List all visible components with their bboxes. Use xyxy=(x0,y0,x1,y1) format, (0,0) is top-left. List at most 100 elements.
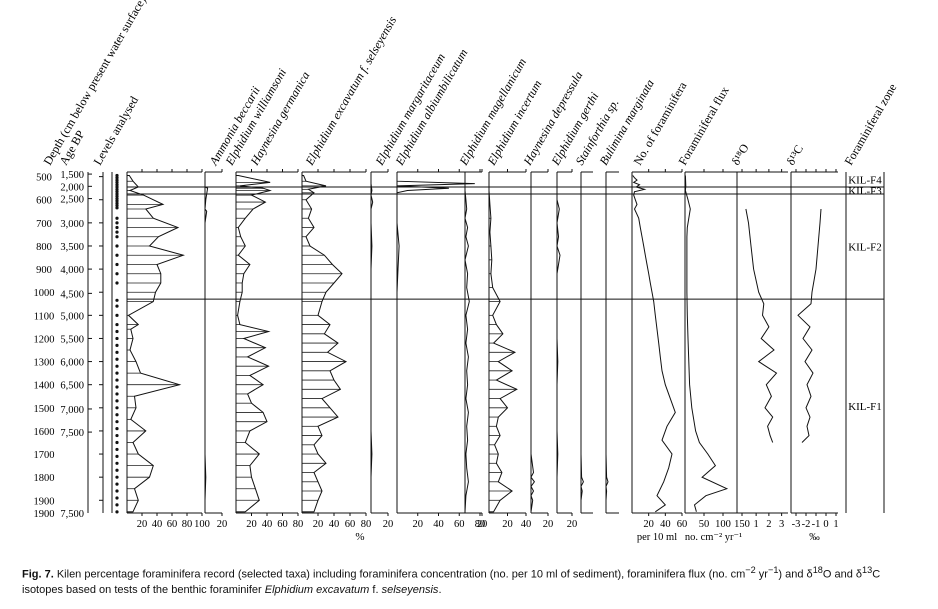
caption-text-5: C isotopes based on tests of the benthic… xyxy=(22,568,881,596)
level-dot xyxy=(115,322,119,327)
level-dot xyxy=(115,187,119,191)
zone-label: KIL-F1 xyxy=(848,401,882,413)
level-dot xyxy=(115,313,119,317)
level-dot xyxy=(115,447,119,452)
depth-tick-label: 500 xyxy=(36,173,52,184)
level-dot xyxy=(115,343,119,347)
level-dot xyxy=(115,225,119,230)
caption-text-7: . xyxy=(438,583,442,596)
depth-tick-label: 1500 xyxy=(34,404,55,415)
level-dot xyxy=(115,510,119,514)
level-dot xyxy=(115,216,119,220)
panel-tick-label: 1 xyxy=(833,519,838,530)
level-dot xyxy=(115,440,119,445)
depth-tick-label: 1900 xyxy=(34,496,55,507)
depth-tick-label: 900 xyxy=(36,265,52,276)
panel-6: 20 40 60 80 xyxy=(396,169,486,530)
level-dot xyxy=(115,378,119,382)
caption-text-2: yr xyxy=(755,568,768,581)
panel-tick-label: 80 xyxy=(182,519,193,530)
age-tick-label: 7,500 xyxy=(60,428,84,439)
level-dot xyxy=(115,371,119,375)
level-dot xyxy=(115,190,119,194)
panel-14: 50 100 150 no. cm⁻² yr⁻¹ xyxy=(684,169,750,543)
depth-axis-label: Depth (cm below present water surface) xyxy=(40,0,148,167)
panel-1: 20 40 60 80 100 xyxy=(126,169,210,530)
panel-unit-label: no. cm⁻² yr⁻¹ xyxy=(685,532,742,543)
panel-tick-label: 20 xyxy=(543,519,554,530)
zone-axis-label: Foraminiferal zone xyxy=(841,81,899,167)
level-dot xyxy=(115,221,119,225)
caption-text-3: ) and δ xyxy=(778,568,813,581)
level-dot xyxy=(115,244,119,248)
panel-tick-label: 20 xyxy=(567,519,578,530)
series-curve xyxy=(204,175,209,512)
panel-tick-label: 20 xyxy=(313,519,324,530)
age-tick-label: 4,500 xyxy=(60,289,84,300)
level-dot xyxy=(115,392,119,396)
panel-tick-label: 0 xyxy=(823,519,828,530)
depth-tick-label: 1100 xyxy=(34,311,55,322)
depth-tick-label: 1400 xyxy=(34,381,55,392)
panel-tick-label: 20 xyxy=(413,519,424,530)
panel-tick-label: 100 xyxy=(194,519,210,530)
level-dot xyxy=(115,406,119,410)
panel-tick-label: 40 xyxy=(521,519,532,530)
level-dot xyxy=(115,496,119,500)
panel-title: δ¹⁸O xyxy=(728,141,751,167)
level-dot xyxy=(115,235,119,239)
level-dot xyxy=(115,413,119,417)
panel-tick-label: 20 xyxy=(643,519,654,530)
panel-12 xyxy=(605,171,619,514)
series-curve xyxy=(235,174,272,513)
panel-tick-label: 80 xyxy=(475,519,486,530)
level-dot xyxy=(115,253,119,257)
panel-tick-label: -3 xyxy=(792,519,801,530)
level-dot xyxy=(115,420,119,424)
level-dot xyxy=(115,201,119,205)
age-tick-label: 7,000 xyxy=(60,405,84,416)
level-dot xyxy=(115,281,119,285)
level-dot xyxy=(115,185,119,189)
panel-tick-label: 20 xyxy=(246,519,257,530)
panel-tick-label: 40 xyxy=(152,519,163,530)
levels-analysed xyxy=(111,172,119,514)
level-dot xyxy=(115,183,119,187)
age-tick-label: 6,000 xyxy=(60,358,84,369)
panel-11 xyxy=(580,171,593,514)
series-curve xyxy=(464,175,470,512)
panel-9: 20 xyxy=(530,169,554,530)
panel-tick-label: 20 xyxy=(137,519,148,530)
series-curve xyxy=(797,208,822,443)
panel-tick-label: 1 xyxy=(754,519,759,530)
depth-tick-label: 1800 xyxy=(34,473,55,484)
depth-tick-label: 1600 xyxy=(34,427,55,438)
level-dot xyxy=(115,203,119,208)
level-dot xyxy=(115,206,119,210)
series-curve xyxy=(370,175,374,512)
level-dot xyxy=(115,199,119,203)
caption-fig-label: Fig. 7. xyxy=(22,568,54,581)
age-tick-label: 6,500 xyxy=(60,381,84,392)
zone-label: KIL-F3 xyxy=(848,185,882,197)
level-dot xyxy=(115,230,119,234)
panel-tick-label: 40 xyxy=(660,519,671,530)
level-dot xyxy=(115,385,119,389)
level-dot xyxy=(115,427,119,431)
level-dot xyxy=(115,482,119,486)
age-tick-label: 2,500 xyxy=(60,195,84,206)
panel-16: -3 -2 -1 0 1 ‰ xyxy=(790,169,839,543)
figure-caption: Fig. 7. Kilen percentage foraminifera re… xyxy=(22,563,922,598)
age-tick-label: 5,500 xyxy=(60,334,84,345)
level-dot xyxy=(115,468,119,472)
series-curve xyxy=(684,175,729,512)
level-dot xyxy=(115,399,119,403)
panel-tick-label: 100 xyxy=(715,519,731,530)
panel-title: δ¹³C xyxy=(783,142,806,167)
level-dot xyxy=(115,336,119,341)
panel-tick-label: 150 xyxy=(734,519,750,530)
panel-tick-label: 60 xyxy=(677,519,688,530)
depth-tick-label: 1000 xyxy=(34,288,55,299)
